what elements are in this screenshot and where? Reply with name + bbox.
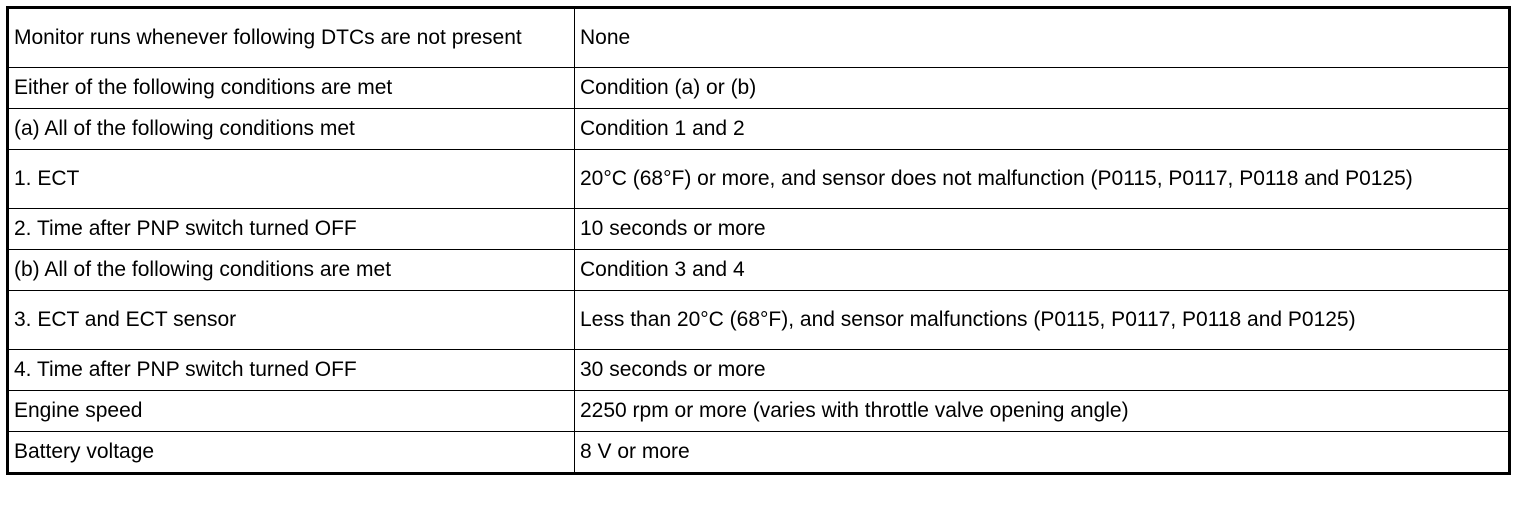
condition-cell: Either of the following conditions are m… [7,67,575,109]
table-row: 4. Time after PNP switch turned OFF 30 s… [7,349,1510,391]
table-row: (b) All of the following conditions are … [7,249,1510,291]
table-row: Monitor runs whenever following DTCs are… [7,7,1510,68]
table-row: 3. ECT and ECT sensor Less than 20°C (68… [7,290,1510,350]
table-row: Engine speed 2250 rpm or more (varies wi… [7,390,1510,432]
table-row: (a) All of the following conditions met … [7,108,1510,150]
value-cell: Condition 1 and 2 [574,108,1510,150]
condition-cell: Engine speed [7,390,575,432]
value-cell: Less than 20°C (68°F), and sensor malfun… [574,290,1510,350]
monitor-conditions-table: Monitor runs whenever following DTCs are… [6,6,1511,475]
value-cell: 8 V or more [574,431,1510,474]
condition-cell: 1. ECT [7,149,575,209]
condition-cell: (a) All of the following conditions met [7,108,575,150]
table-row: Battery voltage 8 V or more [7,431,1510,474]
table-row: 2. Time after PNP switch turned OFF 10 s… [7,208,1510,250]
condition-cell: 3. ECT and ECT sensor [7,290,575,350]
value-cell: 20°C (68°F) or more, and sensor does not… [574,149,1510,209]
table-row: Either of the following conditions are m… [7,67,1510,109]
value-cell: 10 seconds or more [574,208,1510,250]
condition-cell: 2. Time after PNP switch turned OFF [7,208,575,250]
table-row: 1. ECT 20°C (68°F) or more, and sensor d… [7,149,1510,209]
value-cell: 30 seconds or more [574,349,1510,391]
value-cell: Condition (a) or (b) [574,67,1510,109]
condition-cell: Monitor runs whenever following DTCs are… [7,7,575,68]
table-body: Monitor runs whenever following DTCs are… [7,7,1510,474]
condition-cell: (b) All of the following conditions are … [7,249,575,291]
condition-cell: 4. Time after PNP switch turned OFF [7,349,575,391]
condition-cell: Battery voltage [7,431,575,474]
value-cell: 2250 rpm or more (varies with throttle v… [574,390,1510,432]
value-cell: Condition 3 and 4 [574,249,1510,291]
value-cell: None [574,7,1510,68]
